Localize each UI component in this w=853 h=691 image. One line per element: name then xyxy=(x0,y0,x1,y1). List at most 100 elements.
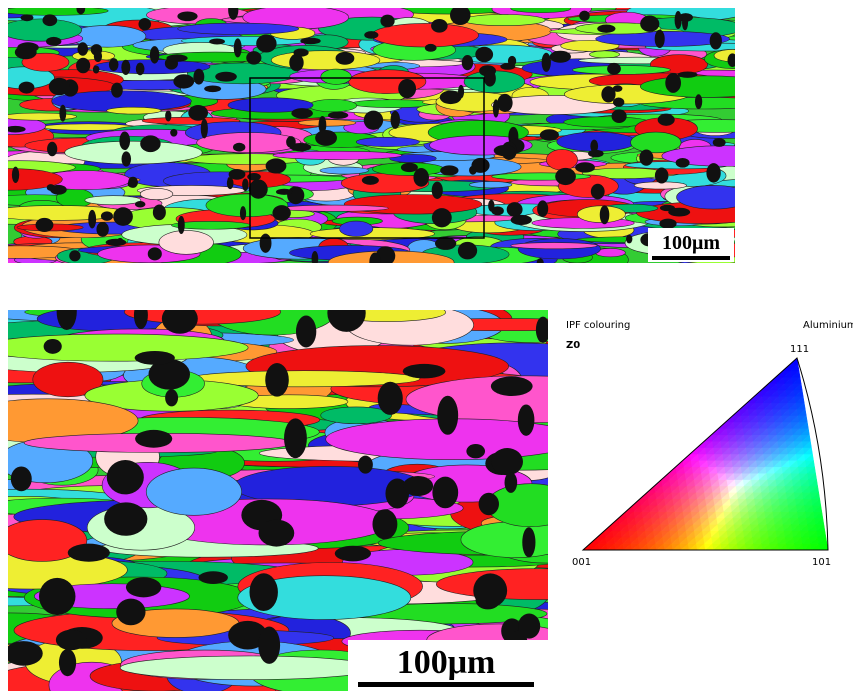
particle xyxy=(511,215,532,225)
particle xyxy=(166,54,187,61)
particle xyxy=(488,200,494,212)
grain xyxy=(107,107,162,114)
particle xyxy=(199,571,228,584)
particle xyxy=(706,163,720,182)
particle xyxy=(398,79,416,98)
particle xyxy=(475,47,493,62)
grain xyxy=(320,167,369,174)
particle xyxy=(315,130,337,146)
particle xyxy=(369,252,381,271)
particle xyxy=(494,145,515,156)
particle xyxy=(109,58,119,71)
particle xyxy=(201,119,208,139)
particle xyxy=(300,38,320,45)
particle xyxy=(335,546,371,562)
particle xyxy=(140,135,160,152)
particle xyxy=(96,222,108,237)
particle xyxy=(675,11,682,29)
particle xyxy=(327,294,365,332)
particle xyxy=(658,114,675,126)
particle xyxy=(111,83,123,98)
particle xyxy=(135,351,175,365)
particle xyxy=(173,74,194,88)
grain xyxy=(572,66,670,75)
particle xyxy=(555,168,576,185)
particle xyxy=(234,38,242,57)
scale-bar xyxy=(358,682,534,687)
particle xyxy=(518,404,535,435)
particle xyxy=(94,50,102,62)
particle xyxy=(612,109,627,123)
particle xyxy=(56,630,87,650)
particle xyxy=(710,32,722,49)
particle xyxy=(362,176,379,185)
particle xyxy=(505,472,518,493)
particle xyxy=(607,63,621,75)
particle xyxy=(233,143,245,152)
particle xyxy=(193,69,204,85)
corner-label: 111 xyxy=(790,344,809,355)
particle xyxy=(215,72,237,82)
particle xyxy=(101,211,113,221)
grain xyxy=(146,468,241,515)
particle xyxy=(440,165,458,175)
ipf-triangle xyxy=(583,358,828,550)
particle xyxy=(265,363,289,397)
particle xyxy=(260,234,272,253)
particle xyxy=(4,641,42,666)
particle xyxy=(378,382,403,415)
scale-bar-label: 100μm xyxy=(662,232,720,254)
particle xyxy=(695,94,702,109)
particle xyxy=(391,111,400,129)
particle xyxy=(293,48,308,56)
particle xyxy=(590,140,598,153)
particle xyxy=(240,206,246,220)
particle xyxy=(462,55,473,70)
particle xyxy=(403,364,446,378)
particle xyxy=(116,599,145,626)
particle xyxy=(727,53,737,67)
particle xyxy=(364,111,383,130)
particle xyxy=(437,396,458,435)
particle xyxy=(380,15,394,28)
particle xyxy=(626,235,632,244)
particle xyxy=(466,444,485,458)
particle xyxy=(639,149,653,165)
particle xyxy=(296,316,316,348)
particle xyxy=(668,208,690,217)
particle xyxy=(537,258,544,267)
particle xyxy=(358,456,373,474)
particle xyxy=(50,185,67,195)
particle xyxy=(550,51,571,63)
grain xyxy=(321,69,352,84)
grain xyxy=(511,4,571,12)
grain xyxy=(281,205,389,211)
particle xyxy=(259,520,295,547)
particle xyxy=(5,126,26,133)
particle xyxy=(39,578,75,615)
particle xyxy=(21,14,34,21)
particle xyxy=(507,202,523,217)
grain xyxy=(271,51,380,70)
grain xyxy=(469,181,512,187)
particle xyxy=(432,182,443,199)
figure: 100μm 100μm IPF colouring Aluminium Z0 1… xyxy=(0,0,853,691)
particle xyxy=(432,477,458,509)
particle xyxy=(204,85,221,92)
scale-bar-label: 100μm xyxy=(397,644,496,681)
grain xyxy=(197,133,301,153)
particle xyxy=(522,527,535,557)
particle xyxy=(497,94,512,112)
particle xyxy=(126,577,161,597)
particle xyxy=(249,179,268,198)
particle xyxy=(508,56,516,66)
particle xyxy=(291,108,313,118)
grain xyxy=(511,243,597,249)
grain xyxy=(273,151,402,159)
particle xyxy=(15,45,37,59)
grain xyxy=(309,99,357,111)
particle xyxy=(138,18,151,30)
grain xyxy=(120,656,377,680)
grain xyxy=(85,196,141,205)
particle xyxy=(312,251,319,266)
